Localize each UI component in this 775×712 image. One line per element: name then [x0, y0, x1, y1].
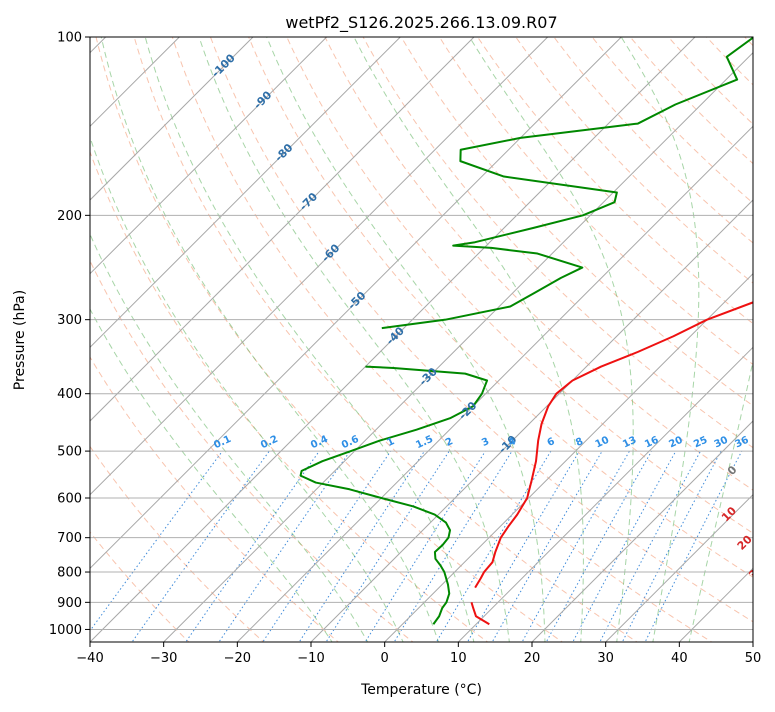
mixing-ratio-label: 20: [667, 435, 684, 451]
x-tick-label: 50: [745, 651, 762, 666]
mixing-ratio-line: [325, 450, 450, 642]
mixing-ratio-label: 10: [594, 435, 611, 451]
moist-adiabat-line: [90, 233, 369, 642]
isotherm-line: [531, 420, 753, 642]
dry-adiabat-line: [90, 259, 414, 642]
y-axis-label: Pressure (hPa): [12, 290, 28, 390]
y-tick-label: 300: [57, 313, 82, 328]
dry-adiabat-line: [324, 37, 753, 491]
mixing-ratio-label: 3: [480, 436, 491, 449]
isotherm-line: [90, 37, 696, 642]
dry-adiabat-line: [400, 37, 753, 407]
x-tick-label: 30: [597, 651, 614, 666]
mixing-ratio-label: 4: [507, 436, 518, 449]
axes: −40 −30 −20 −10 0 10 20 30 40 50 100 200 300 400 500 60…: [49, 31, 761, 667]
mixing-ratio-line: [185, 450, 320, 642]
plot-frame: [89, 36, 754, 643]
dry-adiabat-line: [90, 445, 265, 642]
y-tick-label: 800: [57, 566, 82, 581]
x-tick-label: −30: [150, 651, 177, 666]
y-tick-label: 600: [57, 492, 82, 507]
x-tick-label: 10: [450, 651, 467, 666]
dry-adiabat-line: [90, 356, 339, 642]
y-tick-label: 500: [57, 445, 82, 460]
mixing-ratio-label: 36: [733, 435, 750, 451]
dry-adiabat-line: [286, 37, 753, 534]
x-tick-label: −10: [297, 651, 324, 666]
y-tick-label: 400: [57, 387, 82, 402]
isotherm-line: [163, 51, 753, 642]
plot-area: [90, 37, 753, 642]
x-tick-label: −20: [224, 651, 251, 666]
isotherm-line: [384, 272, 753, 642]
dry-adiabat-line: [209, 37, 753, 623]
isotherm-line: [90, 37, 549, 496]
moist-adiabat-label: 30: [746, 561, 766, 581]
mixing-ratio-label: 8: [574, 436, 585, 449]
dewpoint-profile: [299, 37, 753, 625]
dry-adiabat-line: [362, 37, 753, 449]
isotherm-line: [310, 199, 753, 642]
chart-title: wetPf2_S126.2025.266.13.09.R07: [285, 13, 557, 33]
mixing-ratio-line: [90, 450, 223, 632]
mixing-ratio-line: [599, 450, 701, 642]
dry-adiabat-line: [90, 531, 190, 642]
mixing-ratio-line: [218, 450, 351, 642]
y-tick-label: 1000: [49, 623, 82, 638]
x-tick-label: 40: [671, 651, 688, 666]
mixing-ratio-line: [298, 450, 425, 642]
mixing-ratio-label: 13: [621, 435, 638, 451]
mixing-ratio-line: [262, 450, 392, 642]
mixing-ratio-line: [131, 450, 270, 642]
mixing-ratio-line: [466, 450, 580, 642]
dry-adiabat-line: [90, 150, 489, 642]
mixing-ratio-line: [621, 450, 722, 642]
mixing-ratio-line: [572, 450, 677, 642]
isotherm-line: [457, 346, 753, 642]
y-tick-label: 900: [57, 596, 82, 611]
dry-adiabat-line: [438, 37, 753, 366]
temperature-profile: [470, 301, 753, 626]
dry-adiabat-line: [248, 37, 753, 578]
mixing-ratio-label: 16: [643, 435, 660, 451]
isotherm-line: [90, 37, 475, 422]
isotherm-line: [90, 37, 328, 275]
y-tick-label: 200: [57, 209, 82, 224]
mixing-ratio-label: 6: [546, 436, 557, 449]
x-tick-label: 0: [381, 651, 389, 666]
dry-adiabat-line: [95, 37, 564, 642]
isotherm-line: [236, 125, 753, 642]
x-axis-label: Temperature (°C): [360, 682, 482, 698]
isotherm-line: [605, 493, 753, 642]
y-tick-label: 100: [57, 31, 82, 46]
y-tick-label: 700: [57, 531, 82, 546]
mixing-ratio-label: 30: [713, 435, 730, 451]
isotherm-line: [90, 37, 254, 201]
mixing-ratio-label: 2: [444, 436, 455, 449]
isotherm-line: [90, 37, 401, 349]
mixing-ratio-label: 25: [692, 435, 709, 451]
dry-adiabat-line: [133, 37, 638, 642]
x-tick-label: 20: [524, 651, 541, 666]
x-tick-label: −40: [76, 651, 103, 666]
mixing-ratio-label: 1: [385, 436, 396, 449]
